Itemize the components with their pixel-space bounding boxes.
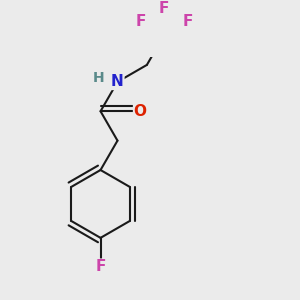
Text: N: N bbox=[111, 74, 124, 89]
Text: F: F bbox=[182, 14, 193, 29]
Text: F: F bbox=[135, 14, 146, 29]
Text: F: F bbox=[95, 259, 106, 274]
Text: F: F bbox=[159, 1, 169, 16]
Text: H: H bbox=[93, 71, 105, 85]
Text: O: O bbox=[134, 104, 147, 119]
